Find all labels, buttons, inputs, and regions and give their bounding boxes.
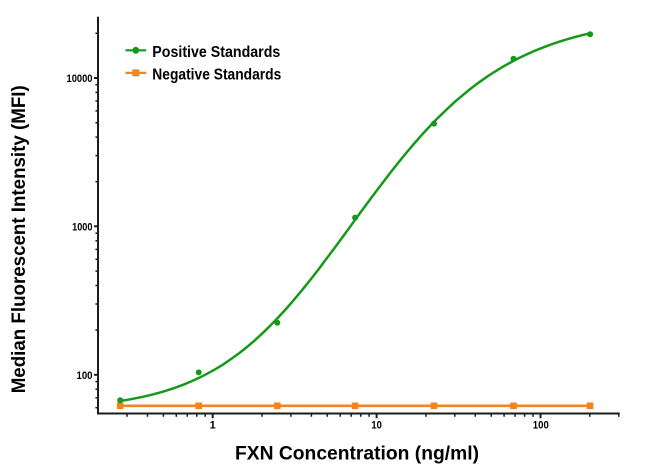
svg-text:100: 100 xyxy=(533,419,549,431)
svg-text:100: 100 xyxy=(77,370,93,382)
svg-text:Negative Standards: Negative Standards xyxy=(152,66,281,83)
svg-text:Positive Standards: Positive Standards xyxy=(152,44,280,61)
svg-text:Median Fluorescent Intensity (: Median Fluorescent Intensity (MFI) xyxy=(9,85,30,393)
svg-text:1000: 1000 xyxy=(72,221,92,233)
svg-text:10: 10 xyxy=(371,419,382,431)
svg-text:1: 1 xyxy=(210,419,216,431)
svg-text:10000: 10000 xyxy=(67,73,93,85)
svg-text:FXN Concentration (ng/ml): FXN Concentration (ng/ml) xyxy=(235,444,479,465)
